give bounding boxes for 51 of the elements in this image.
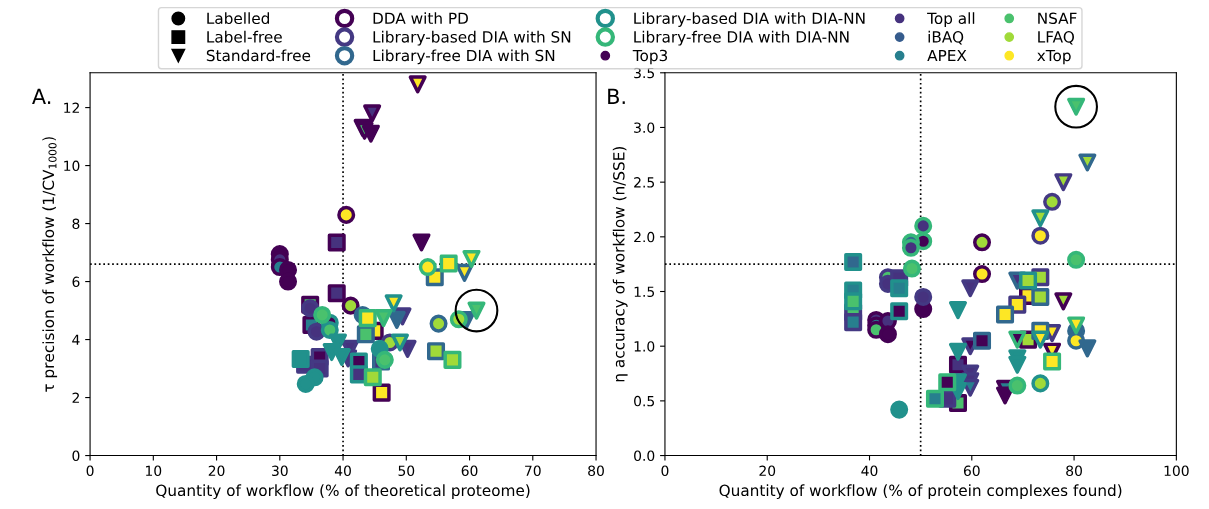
x-tick-label: 40: [334, 465, 351, 477]
y-tick-label: 4: [72, 334, 80, 345]
x-tick-label: 80: [588, 465, 604, 477]
y-tick-label: 2.0: [634, 231, 655, 243]
legend-label: Library-free DIA with SN: [373, 49, 555, 65]
x-tick-label: 60: [461, 465, 478, 477]
x-tick-label: 20: [759, 465, 776, 477]
legend-label: Label-free: [207, 30, 282, 43]
x-tick-label: 30: [272, 465, 288, 477]
x-tick-label: 10: [146, 465, 162, 477]
y-tick-label: 2.5: [634, 177, 655, 188]
legend-label: xTop: [1037, 49, 1071, 65]
legend-label: NSAF: [1038, 12, 1077, 25]
x-tick-label: 0: [86, 465, 94, 477]
x-axis-title: Quantity of workflow (% of protein complexes found): [719, 484, 1122, 500]
x-tick-label: 60: [963, 465, 980, 477]
legend-label: Standard-free: [206, 49, 311, 62]
legend-label: Top3: [632, 49, 668, 65]
legend-label: LFAQ: [1038, 31, 1074, 45]
legend-label: Top all: [927, 12, 975, 28]
y-tick-label: 0.0: [634, 450, 655, 462]
text: A.: [32, 88, 51, 104]
legend-label: APEX: [927, 49, 967, 62]
x-tick-label: 0: [661, 465, 669, 477]
x-tick-label: 100: [1164, 465, 1189, 477]
legend-label: Library-based DIA with SN: [373, 30, 571, 46]
y-tick-label: 8: [72, 218, 80, 230]
y-tick-label: 10: [64, 160, 80, 172]
y-tick-label: 1.0: [634, 341, 655, 352]
legend-label: Library-free DIA with DIA-NN: [634, 30, 849, 46]
x-tick-label: 80: [1066, 465, 1082, 477]
legend-label: Labelled: [207, 12, 269, 25]
y-tick-label: 2: [72, 392, 79, 403]
legend-label: Library-based DIA with DIA-NN: [634, 12, 865, 28]
x-tick-label: 70: [525, 465, 541, 477]
x-tick-label: 20: [208, 465, 225, 477]
legend-label: iBAQ: [928, 30, 964, 45]
y-axis-title: τ precision of workflow (1/CV$_{1000}$): [42, 137, 58, 392]
x-tick-label: 40: [861, 465, 878, 477]
y-tick-label: 3.0: [634, 122, 655, 133]
x-tick-label: 50: [398, 465, 415, 477]
y-tick-label: 0: [72, 450, 80, 462]
y-tick-label: 3.5: [634, 67, 655, 79]
y-tick-label: 1.5: [634, 286, 655, 297]
y-tick-label: 12: [64, 102, 79, 113]
x-axis-title: Quantity of workflow (% of theoretical proteome): [156, 484, 530, 500]
text: B.: [608, 88, 625, 104]
y-axis-title: η accuracy of workflow (n/SSE): [612, 146, 628, 382]
legend-label: DDA with PD: [373, 12, 468, 24]
y-tick-label: 6: [72, 276, 80, 288]
y-tick-label: 0.5: [634, 395, 655, 407]
